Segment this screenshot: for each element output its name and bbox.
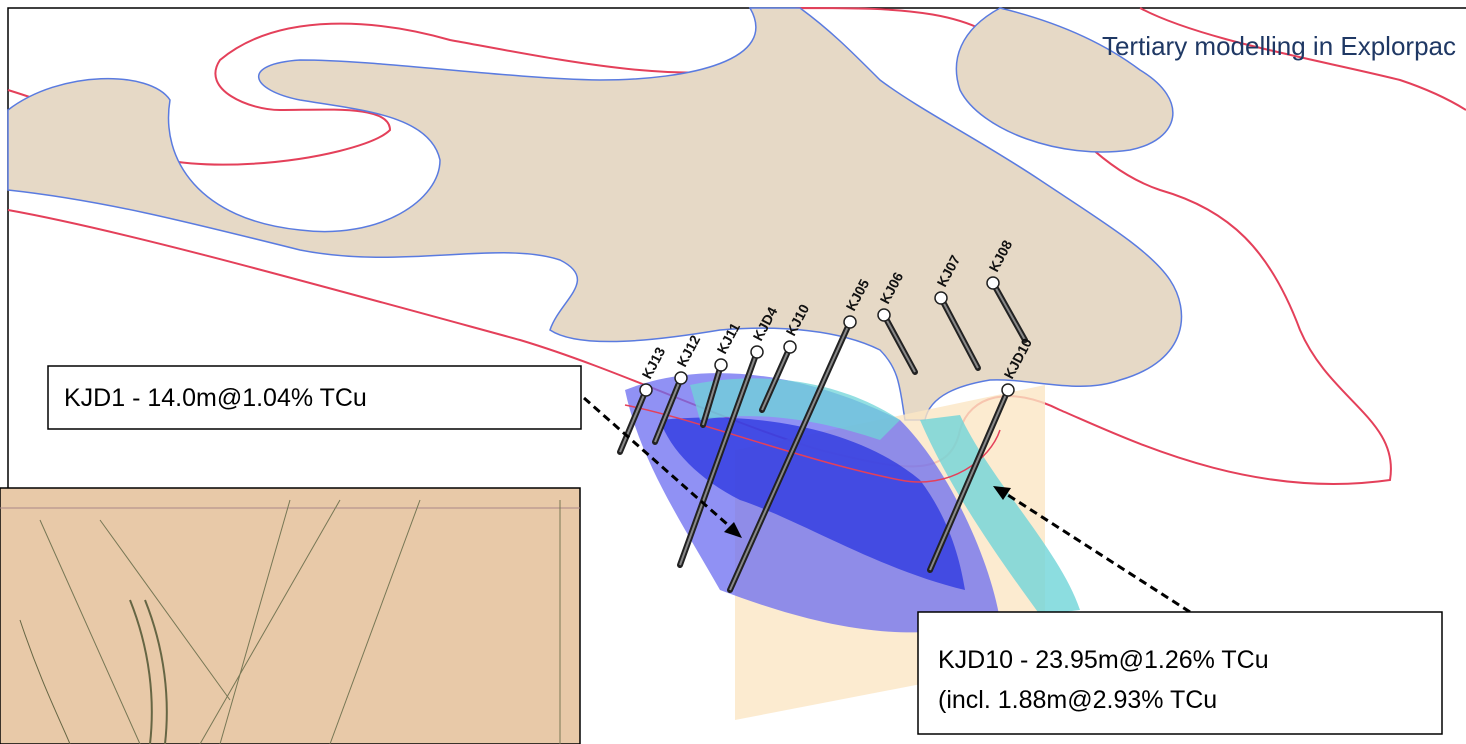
collar — [783, 340, 797, 354]
red-boundary — [1139, 7, 1466, 111]
drillhole-core — [929, 389, 1009, 571]
drillhole-core — [729, 321, 851, 591]
drillhole-core — [992, 282, 1026, 341]
drillhole-core — [883, 314, 916, 373]
title: Tertiary modelling in Explorpac — [1102, 31, 1456, 61]
collar — [877, 308, 891, 322]
arrowhead — [993, 486, 1011, 500]
collar — [843, 315, 857, 329]
callout-text: KJD1 - 14.0m@1.04% TCu — [64, 384, 367, 412]
callout-text: (incl. 1.88m@2.93% TCu — [938, 686, 1217, 714]
collar — [639, 383, 653, 397]
drillhole-core — [654, 377, 682, 443]
collar — [986, 276, 1000, 290]
drillhole-core — [679, 351, 758, 566]
drillhole-core — [619, 389, 647, 453]
tertiary-unit — [955, 7, 1174, 153]
arrow — [999, 488, 1191, 614]
collar — [750, 345, 764, 359]
drillhole-core — [761, 346, 791, 411]
collar — [714, 358, 728, 372]
collar — [674, 371, 688, 385]
collar — [1001, 383, 1015, 397]
drillhole-core — [702, 364, 722, 426]
drillhole-core — [940, 297, 979, 369]
inset-section — [0, 487, 581, 744]
zone — [660, 417, 965, 590]
collar — [934, 291, 948, 305]
zone — [920, 415, 1080, 615]
callout-text: KJD10 - 23.95m@1.26% TCu — [938, 646, 1269, 674]
arrowhead — [724, 522, 742, 538]
callout: KJD1 - 14.0m@1.04% TCu — [47, 365, 582, 430]
arrow — [583, 396, 737, 534]
callout: KJD10 - 23.95m@1.26% TCu (incl. 1.88m@2.… — [917, 611, 1443, 735]
